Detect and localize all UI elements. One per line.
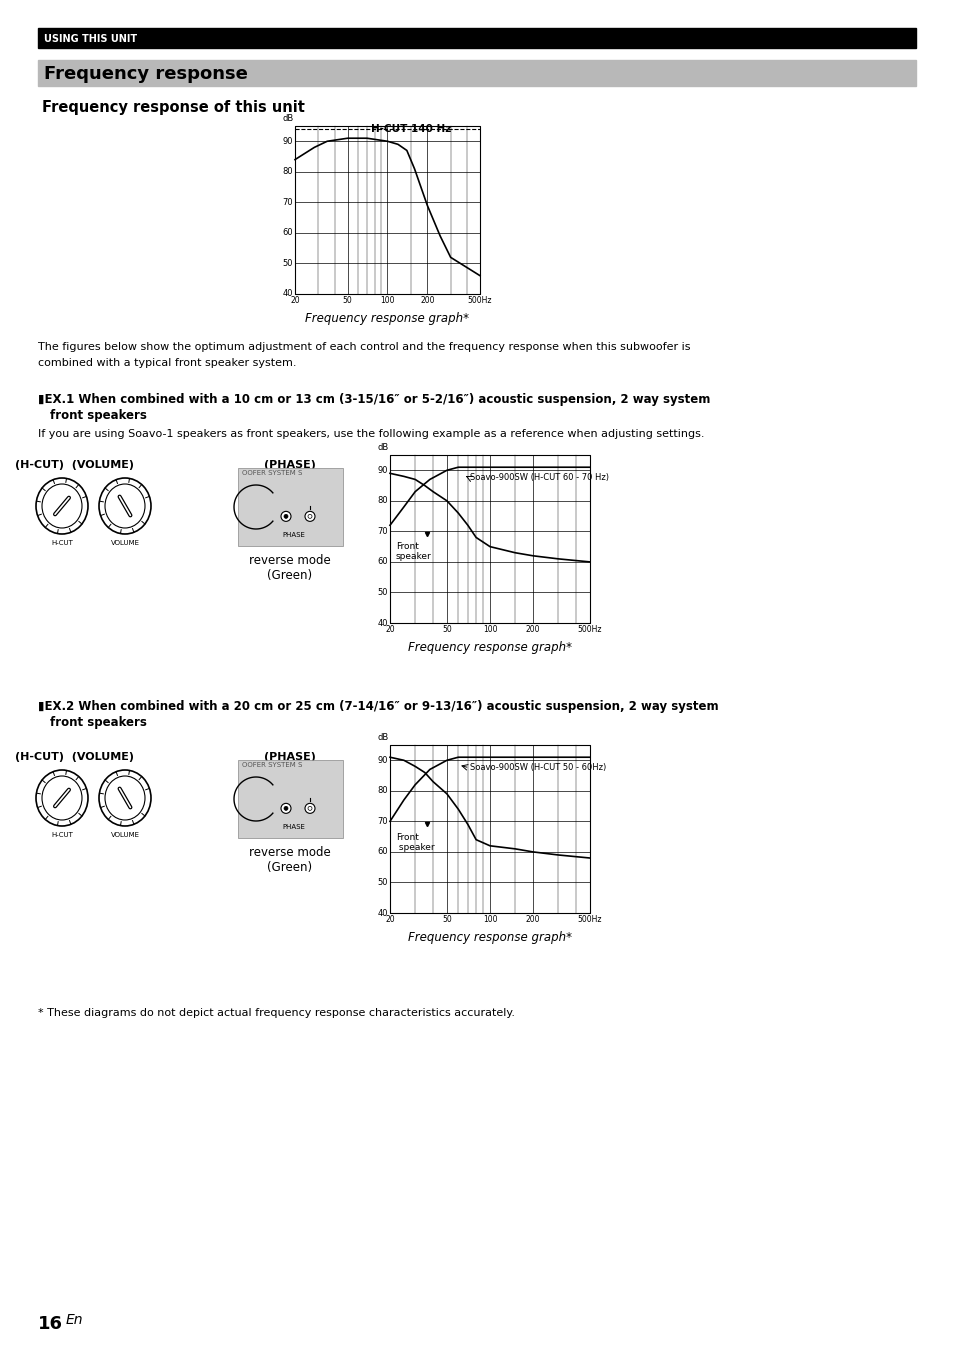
Text: 500Hz: 500Hz — [467, 297, 492, 305]
Ellipse shape — [99, 479, 151, 534]
Text: 50: 50 — [377, 588, 388, 597]
Text: 16: 16 — [38, 1316, 63, 1333]
Text: 100: 100 — [380, 297, 395, 305]
Text: 90: 90 — [377, 756, 388, 764]
Text: dB: dB — [377, 443, 389, 452]
Ellipse shape — [36, 770, 88, 826]
Text: (H-CUT)  (VOLUME): (H-CUT) (VOLUME) — [15, 752, 134, 762]
Text: 20: 20 — [290, 297, 299, 305]
Text: OOFER SYSTEM S: OOFER SYSTEM S — [242, 762, 302, 768]
Text: 40: 40 — [282, 290, 293, 298]
Text: Frequency response graph*: Frequency response graph* — [408, 642, 572, 654]
Bar — [390, 745, 589, 913]
Circle shape — [284, 515, 288, 519]
Text: ▮EX.2 When combined with a 20 cm or 25 cm (7-14/16″ or 9-13/16″) acoustic suspen: ▮EX.2 When combined with a 20 cm or 25 c… — [38, 700, 718, 713]
Text: VOLUME: VOLUME — [111, 832, 139, 838]
Text: front speakers: front speakers — [50, 716, 147, 729]
Text: The figures below show the optimum adjustment of each control and the frequency : The figures below show the optimum adjus… — [38, 342, 690, 352]
Text: 200: 200 — [419, 297, 435, 305]
Text: En: En — [66, 1313, 84, 1326]
Text: dB: dB — [377, 733, 389, 741]
Circle shape — [305, 511, 314, 522]
Text: 60: 60 — [282, 228, 293, 237]
Text: Front
speaker: Front speaker — [395, 542, 431, 561]
Text: 40: 40 — [377, 909, 388, 918]
Text: 200: 200 — [525, 625, 539, 634]
Text: USING THIS UNIT: USING THIS UNIT — [44, 34, 137, 44]
Text: 50: 50 — [282, 259, 293, 268]
Text: H-CUT 140 Hz: H-CUT 140 Hz — [371, 124, 451, 133]
Text: (PHASE): (PHASE) — [264, 460, 315, 470]
Text: Soavo-900SW (H-CUT 50 - 60Hz): Soavo-900SW (H-CUT 50 - 60Hz) — [469, 763, 605, 772]
Text: OOFER SYSTEM S: OOFER SYSTEM S — [242, 470, 302, 476]
Circle shape — [305, 803, 314, 813]
Text: 80: 80 — [377, 786, 388, 795]
Text: 20: 20 — [385, 625, 395, 634]
Text: 500Hz: 500Hz — [578, 625, 601, 634]
Text: dB: dB — [282, 115, 294, 123]
Bar — [38, 28, 915, 49]
Ellipse shape — [105, 776, 145, 820]
Bar — [390, 456, 589, 623]
Text: Frequency response of this unit: Frequency response of this unit — [42, 100, 305, 115]
Text: Frequency response: Frequency response — [44, 65, 248, 84]
Circle shape — [281, 803, 291, 813]
Text: Front
 speaker: Front speaker — [395, 833, 434, 852]
Text: (H-CUT)  (VOLUME): (H-CUT) (VOLUME) — [15, 460, 134, 470]
Text: 80: 80 — [282, 167, 293, 177]
Text: 90: 90 — [282, 136, 293, 146]
Circle shape — [308, 515, 312, 519]
Text: PHASE: PHASE — [282, 824, 305, 830]
Text: Frequency response graph*: Frequency response graph* — [408, 931, 572, 944]
Bar — [294, 125, 479, 294]
Text: 40: 40 — [377, 619, 388, 628]
Text: 70: 70 — [282, 198, 293, 206]
Text: 200: 200 — [525, 915, 539, 923]
Text: front speakers: front speakers — [50, 408, 147, 422]
Ellipse shape — [105, 484, 145, 528]
Text: 70: 70 — [377, 817, 388, 826]
Text: H-CUT: H-CUT — [51, 832, 72, 838]
Ellipse shape — [42, 484, 82, 528]
Text: 60: 60 — [377, 848, 388, 856]
Text: 100: 100 — [482, 625, 497, 634]
Text: 50: 50 — [441, 915, 452, 923]
Text: 80: 80 — [377, 496, 388, 506]
Text: reverse mode
(Green): reverse mode (Green) — [249, 847, 331, 874]
Text: 50: 50 — [342, 297, 353, 305]
Text: combined with a typical front speaker system.: combined with a typical front speaker sy… — [38, 359, 296, 368]
Text: ▮EX.1 When combined with a 10 cm or 13 cm (3-15/16″ or 5-2/16″) acoustic suspens: ▮EX.1 When combined with a 10 cm or 13 c… — [38, 394, 710, 406]
Text: Frequency response graph*: Frequency response graph* — [305, 311, 469, 325]
Text: 90: 90 — [377, 466, 388, 474]
Text: 500Hz: 500Hz — [578, 915, 601, 923]
Bar — [38, 61, 915, 86]
Text: 60: 60 — [377, 558, 388, 566]
Text: (PHASE): (PHASE) — [264, 752, 315, 762]
Bar — [237, 760, 343, 838]
Text: H-CUT: H-CUT — [51, 541, 72, 546]
Circle shape — [281, 511, 291, 522]
Text: * These diagrams do not depict actual frequency response characteristics accurat: * These diagrams do not depict actual fr… — [38, 1008, 515, 1018]
Text: If you are using Soavo-1 speakers as front speakers, use the following example a: If you are using Soavo-1 speakers as fro… — [38, 429, 703, 439]
Ellipse shape — [99, 770, 151, 826]
Text: 50: 50 — [441, 625, 452, 634]
Ellipse shape — [42, 776, 82, 820]
Text: 20: 20 — [385, 915, 395, 923]
Ellipse shape — [36, 479, 88, 534]
Text: 100: 100 — [482, 915, 497, 923]
Text: PHASE: PHASE — [282, 532, 305, 538]
Text: Soavo-900SW (H-CUT 60 - 70 Hz): Soavo-900SW (H-CUT 60 - 70 Hz) — [469, 473, 608, 483]
Circle shape — [284, 806, 288, 810]
Circle shape — [308, 806, 312, 810]
Text: reverse mode
(Green): reverse mode (Green) — [249, 554, 331, 582]
Bar — [237, 468, 343, 546]
Text: 50: 50 — [377, 878, 388, 887]
Text: VOLUME: VOLUME — [111, 541, 139, 546]
Text: 70: 70 — [377, 527, 388, 537]
